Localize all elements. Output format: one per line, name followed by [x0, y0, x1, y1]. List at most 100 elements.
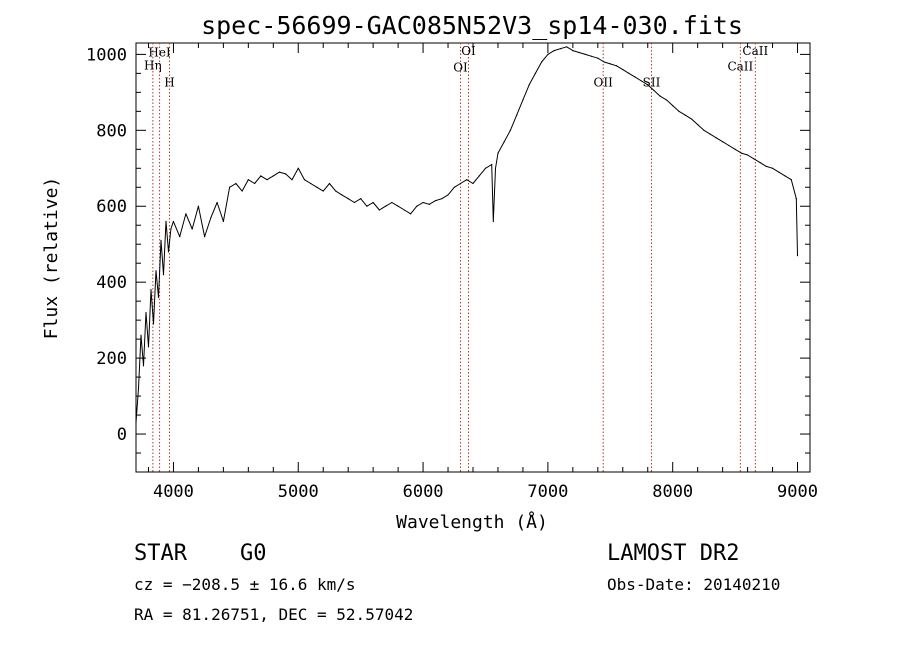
spectrum-point — [416, 205, 418, 207]
spectrum-point — [715, 137, 717, 139]
line-marker-label-6: SII — [643, 76, 661, 90]
spectrum-point — [553, 49, 555, 52]
spectrum-point — [335, 190, 337, 192]
spectrum-point — [366, 205, 368, 207]
y-tick-label: 200 — [96, 349, 127, 369]
line-marker-label-7: CaII — [727, 59, 753, 73]
spectrum-point — [509, 129, 512, 131]
spectrum-point — [253, 182, 256, 185]
line-marker-label-1: HeI — [148, 45, 171, 59]
spectrum-point — [434, 199, 437, 202]
x-tick-label: 5000 — [278, 482, 319, 502]
spectrum-point — [492, 220, 494, 223]
line-marker-label-4: OI — [461, 44, 476, 58]
spectrum-point — [722, 141, 724, 143]
spectrum-point — [137, 387, 140, 390]
spectrum-point — [310, 182, 312, 185]
x-tick-label: 4000 — [153, 482, 194, 502]
spectrum-point — [665, 99, 668, 101]
spectrum-point — [672, 105, 674, 107]
y-tick-label: 600 — [96, 197, 127, 217]
chart-title: spec-56699-GAC085N52V3_sp14-030.fits — [201, 11, 743, 40]
spectrum-point — [572, 49, 574, 52]
spectrum-point — [210, 217, 212, 219]
spectrum-point — [150, 289, 152, 291]
spectrum-point — [590, 55, 593, 57]
spectrum-point — [559, 48, 561, 50]
x-tick-label: 8000 — [652, 482, 693, 502]
spectrum-point — [216, 201, 218, 204]
line-marker-label-3: OI — [453, 60, 468, 74]
spectrum-point — [170, 228, 172, 230]
spectrum-point — [147, 346, 150, 348]
spectrum-point — [135, 422, 137, 424]
spectrum-point — [653, 89, 655, 92]
spectrum-point — [697, 124, 699, 126]
spectrum-point — [778, 171, 780, 173]
spectrum-point — [155, 270, 157, 272]
spectrum-point — [145, 311, 147, 314]
axis-tick-labels: 4000 5000 6000 7000 8000 9000 0 200 400 600 800 100… — [86, 45, 818, 502]
spectrum-point — [690, 118, 693, 120]
spectrum-point — [204, 236, 206, 238]
spectrum-point — [441, 198, 443, 200]
spectrum-point — [503, 141, 505, 143]
spectrum-point — [765, 165, 767, 167]
spectrum-point — [466, 179, 468, 181]
spectrum-point — [303, 179, 306, 181]
spectrum-point — [222, 220, 224, 223]
spectrum-point — [528, 84, 530, 86]
spectrum-point — [278, 171, 281, 173]
spectrum-point — [235, 182, 237, 185]
spectrum-point — [484, 167, 487, 169]
survey-name: LAMOST DR2 — [607, 541, 739, 566]
spectrum-point — [734, 148, 736, 150]
spectrum-point — [353, 201, 356, 204]
line-marker-label-2: H — [164, 76, 174, 90]
spectrum-point — [409, 213, 412, 215]
spectrum-point — [459, 182, 462, 185]
spectrum-point — [497, 152, 499, 154]
spectrum-point — [709, 133, 711, 135]
spectrum-point — [522, 99, 524, 101]
spectrum-point — [160, 239, 162, 242]
spectrum-point — [391, 201, 393, 204]
spectrum-point — [795, 198, 797, 200]
coordinates: RA = 81.26751, DEC = 52.57042 — [134, 605, 413, 624]
spectrum-point — [179, 236, 181, 238]
spectrum-line-0 — [135, 46, 798, 423]
spectrum-point — [684, 114, 686, 116]
spectrum-point — [172, 220, 175, 223]
spectrum-point — [609, 63, 611, 65]
spectrum-point — [341, 194, 343, 196]
spectrum-point — [403, 209, 405, 211]
spectrum-point — [784, 175, 786, 177]
spectrum-point — [378, 209, 380, 211]
spectrum-point — [584, 53, 586, 55]
spectrum-point — [678, 110, 680, 112]
spectrum-point — [771, 167, 774, 169]
spectrum-point — [165, 220, 167, 223]
redshift-cz: cz = −208.5 ± 16.6 km/s — [134, 575, 356, 594]
spectrum-point — [191, 228, 193, 230]
spectrum-point — [247, 179, 249, 181]
spectrum-point — [746, 154, 749, 156]
spectrum-point — [157, 296, 160, 298]
object-subclass: G0 — [240, 541, 267, 566]
line-marker-label-5: OII — [594, 76, 614, 90]
spectrum-point — [547, 53, 549, 55]
y-tick-label: 1000 — [86, 45, 127, 65]
spectrum-point — [634, 76, 636, 78]
spectrum-point — [197, 205, 200, 207]
plot-frame — [135, 42, 811, 473]
spectrum-point — [229, 186, 231, 188]
y-tick-label: 400 — [96, 273, 127, 293]
spectrum-point — [541, 61, 543, 63]
spectrum-point — [372, 201, 374, 204]
spectrum-point — [753, 158, 755, 160]
line-marker-label-8: CaII — [742, 44, 768, 58]
spectrum-point — [140, 334, 142, 336]
spectrum-point — [162, 273, 165, 276]
